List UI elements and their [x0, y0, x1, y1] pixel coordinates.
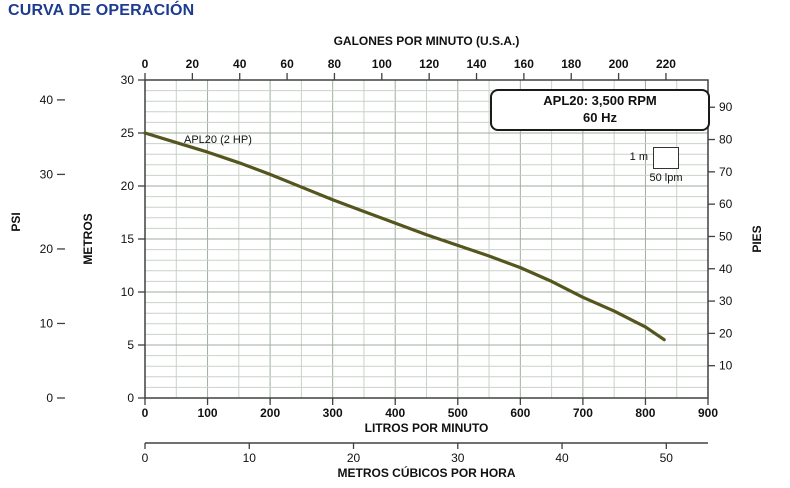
- bottom-tick-label: 900: [698, 406, 718, 420]
- pies-tick-label: 80: [719, 133, 733, 147]
- bottom-tick-label: 100: [198, 406, 218, 420]
- metros-tick-label: 5: [127, 338, 134, 352]
- pump-spec-box: APL20: 3,500 RPM 60 Hz: [490, 89, 710, 131]
- bottom-tick-label: 200: [260, 406, 280, 420]
- m3h-tick-label: 20: [347, 451, 361, 465]
- bottom-tick-label: 0: [142, 406, 149, 420]
- bottom2-axis-title: METROS CÚBICOS POR HORA: [337, 466, 516, 480]
- pies-tick-label: 40: [719, 262, 733, 276]
- pies-axis-title: PIES: [750, 225, 764, 253]
- bottom-tick-label: 600: [510, 406, 530, 420]
- bottom-axis-title: LITROS POR MINUTO: [364, 421, 489, 435]
- pump-spec-line2: 60 Hz: [583, 110, 617, 125]
- pies-tick-label: 60: [719, 197, 733, 211]
- pies-tick-label: 20: [719, 326, 733, 340]
- top-tick-label: 220: [656, 57, 676, 71]
- bottom-tick-label: 400: [385, 406, 405, 420]
- psi-tick-label: 0: [46, 391, 53, 405]
- page-title: CURVA DE OPERACIÓN: [8, 2, 195, 19]
- bottom-tick-label: 800: [635, 406, 655, 420]
- top-tick-label: 20: [186, 57, 200, 71]
- top-tick-label: 40: [233, 57, 247, 71]
- pump-curve: [143, 131, 666, 342]
- top-tick-label: 0: [142, 57, 149, 71]
- metros-tick-label: 25: [121, 126, 135, 140]
- top-tick-label: 160: [514, 57, 534, 71]
- metros-axis-title: METROS: [81, 213, 95, 265]
- metros-tick-label: 15: [121, 232, 135, 246]
- bottom-tick-label: 500: [448, 406, 468, 420]
- psi-tick-label: 30: [40, 167, 54, 181]
- psi-tick-label: 40: [40, 93, 54, 107]
- m3h-tick-label: 40: [555, 451, 569, 465]
- top-tick-label: 180: [561, 57, 581, 71]
- bottom-tick-label: 700: [573, 406, 593, 420]
- psi-axis-title: PSI: [9, 212, 23, 232]
- m3h-tick-label: 0: [142, 451, 149, 465]
- top-tick-label: 100: [372, 57, 392, 71]
- m3h-tick-label: 10: [243, 451, 257, 465]
- bottom-tick-label: 300: [323, 406, 343, 420]
- top-tick-label: 60: [280, 57, 294, 71]
- metros-tick-label: 0: [127, 391, 134, 405]
- psi-tick-label: 10: [40, 316, 54, 330]
- top-tick-label: 140: [467, 57, 487, 71]
- top-axis-title: GALONES POR MINUTO (U.S.A.): [333, 34, 520, 48]
- m3h-tick-label: 30: [451, 451, 465, 465]
- pies-tick-label: 10: [719, 359, 733, 373]
- pies-tick-label: 70: [719, 165, 733, 179]
- pies-tick-label: 90: [719, 100, 733, 114]
- scale-height-label: 1 m: [629, 151, 648, 163]
- metros-tick-label: 30: [121, 73, 135, 87]
- top-tick-label: 120: [419, 57, 439, 71]
- m3h-tick-label: 50: [660, 451, 674, 465]
- scale-cell-box: [653, 147, 679, 169]
- curve-label: APL20 (2 HP): [184, 134, 252, 146]
- pies-tick-label: 50: [719, 229, 733, 243]
- top-tick-label: 200: [609, 57, 629, 71]
- psi-tick-label: 20: [40, 242, 54, 256]
- pump-spec-line1: APL20: 3,500 RPM: [543, 93, 657, 109]
- metros-tick-label: 10: [121, 285, 135, 299]
- metros-tick-label: 20: [121, 179, 135, 193]
- pies-tick-label: 30: [719, 294, 733, 308]
- scale-width-label: 50 lpm: [649, 172, 683, 184]
- top-tick-label: 80: [328, 57, 342, 71]
